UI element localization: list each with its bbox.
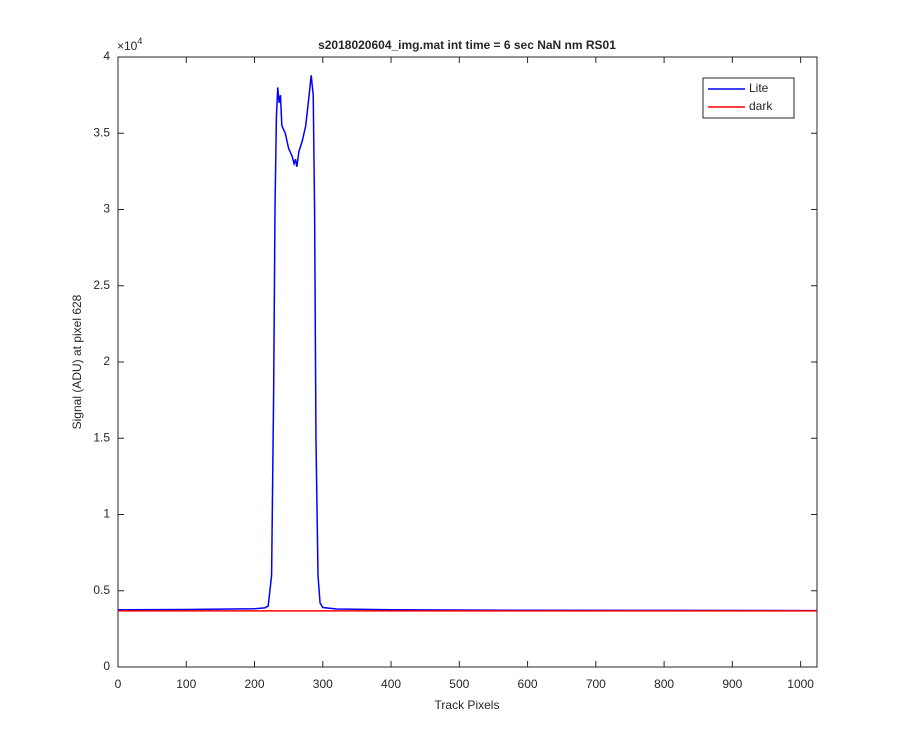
multiplier-base: ×10: [117, 39, 138, 53]
y-tick-label: 3: [103, 202, 110, 216]
y-tick-label: 1: [103, 507, 110, 521]
y-tick-label: 0.5: [93, 583, 110, 597]
x-tick-label: 0: [115, 677, 122, 691]
x-tick-label: 600: [518, 677, 538, 691]
series-line: [117, 75, 818, 612]
legend-box: [702, 77, 795, 119]
y-tick-label: 4: [103, 49, 110, 63]
y-tick-label: 1.5: [93, 430, 110, 444]
x-tick-label: 700: [586, 677, 606, 691]
x-tick-label: 900: [722, 677, 742, 691]
legend-label: Lite: [749, 81, 769, 95]
y-tick-label: 3.5: [93, 125, 110, 139]
legend-label: dark: [749, 99, 773, 113]
y-tick-label: 0: [103, 659, 110, 673]
chart-title: s2018020604_img.mat int time = 6 sec NaN…: [318, 38, 616, 52]
x-tick-label: 100: [176, 677, 196, 691]
y-axis-label: Signal (ADU) at pixel 628: [70, 294, 84, 429]
x-tick-label: 800: [654, 677, 674, 691]
y-tick-label: 2: [103, 354, 110, 368]
y-multiplier: ×104: [117, 36, 142, 53]
y-tick-label: 2.5: [93, 278, 110, 292]
x-tick-label: 300: [313, 677, 333, 691]
x-tick-label: 200: [245, 677, 265, 691]
x-tick-label: 500: [449, 677, 469, 691]
x-axis-label: Track Pixels: [435, 698, 500, 712]
plot-frame: [117, 56, 818, 668]
multiplier-exponent: 4: [137, 36, 142, 46]
x-tick-label: 1000: [787, 677, 814, 691]
x-tick-label: 400: [381, 677, 401, 691]
